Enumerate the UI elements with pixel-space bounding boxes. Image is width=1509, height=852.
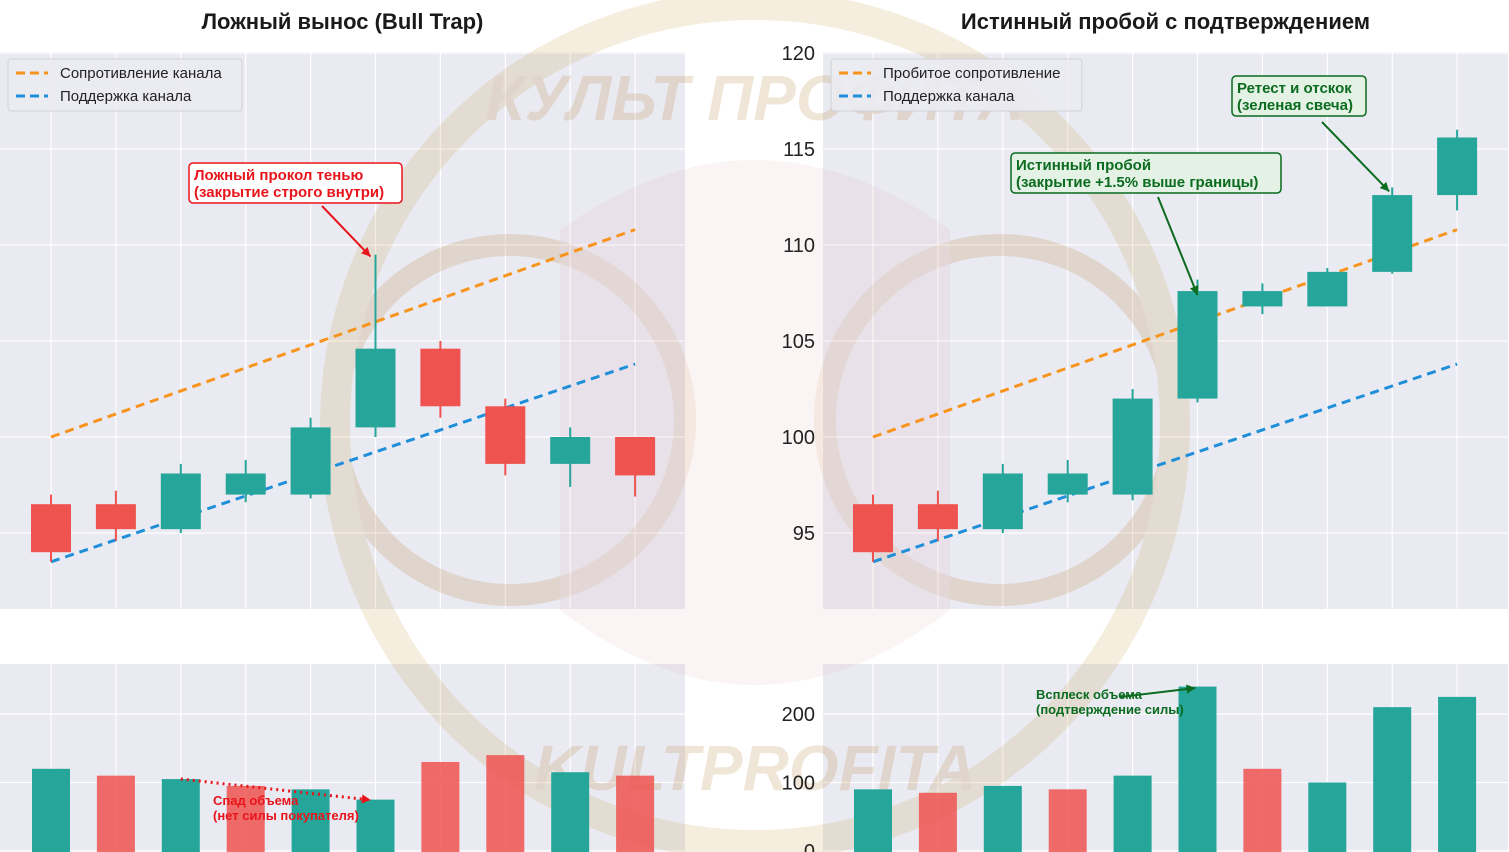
y-tick-label: 120 xyxy=(782,43,815,65)
volume-bar xyxy=(421,761,460,852)
annotation-text: (зеленая свеча) xyxy=(1237,97,1353,114)
volume-annotation-text: (нет силы покупателя) xyxy=(213,808,359,823)
y-tick-label: 100 xyxy=(782,427,815,449)
volume-bar xyxy=(32,768,70,852)
legend-entry: Сопротивление канала xyxy=(60,65,222,82)
y-tick-label: 100 xyxy=(782,773,815,795)
volume-bar xyxy=(918,792,957,852)
support-line xyxy=(50,362,636,564)
volume-bar xyxy=(291,789,330,852)
volume-bar xyxy=(551,772,590,852)
left-chart-title: Ложный вынос (Bull Trap) xyxy=(201,9,484,34)
volume-trend-line xyxy=(180,777,371,802)
volume-bar xyxy=(1373,707,1412,852)
legend-box xyxy=(7,58,243,112)
candle-body xyxy=(95,504,136,530)
candle-body xyxy=(550,437,591,464)
candle-body xyxy=(225,473,266,495)
arrow-head xyxy=(1186,684,1196,694)
y-tick-label: 95 xyxy=(793,523,815,545)
annotation-arrow xyxy=(1119,687,1196,698)
volume-bar xyxy=(983,785,1022,852)
annotation-box xyxy=(1231,75,1367,117)
volume-bar xyxy=(1308,782,1347,852)
arrow-head xyxy=(1189,285,1199,296)
volume-bar xyxy=(1243,768,1282,852)
annotation-arrow xyxy=(321,205,372,258)
arrow-head xyxy=(361,794,371,804)
candle-body xyxy=(1372,195,1413,272)
candle-body xyxy=(853,504,893,553)
candle-body xyxy=(1437,137,1478,196)
volume-bar xyxy=(1048,789,1087,852)
y-tick-label: 110 xyxy=(783,235,815,257)
volume-bar xyxy=(616,775,655,852)
candle-body xyxy=(355,348,396,428)
y-tick-label: 200 xyxy=(782,704,815,726)
watermark-bottom-text: KULTPROFITA xyxy=(534,732,976,804)
volume-bar xyxy=(161,779,200,852)
candle-body xyxy=(1112,398,1153,495)
volume-bar xyxy=(1113,775,1152,852)
annotation-text: Истинный пробой xyxy=(1016,157,1151,174)
annotation-text: Ретест и отскок xyxy=(1237,80,1352,97)
candle-body xyxy=(615,437,656,476)
volume-bar xyxy=(854,789,892,852)
y-tick-label: 0 xyxy=(804,841,815,852)
annotation-text: (закрытие строго внутри) xyxy=(194,184,384,201)
support-line xyxy=(872,362,1458,564)
candle-body xyxy=(160,473,201,530)
candle-body xyxy=(420,348,461,407)
volume-bar xyxy=(226,785,265,852)
candle-body xyxy=(982,473,1023,530)
annotation-arrow xyxy=(1157,196,1199,296)
legend-entry: Поддержка канала xyxy=(883,88,1015,105)
legend-box xyxy=(830,58,1083,112)
volume-bar xyxy=(96,775,135,852)
candle-body xyxy=(1177,291,1218,399)
arrow-head xyxy=(361,247,371,257)
y-tick-label: 105 xyxy=(782,331,815,353)
y-tick-label: 115 xyxy=(783,139,815,161)
volume-annotation-text: (подтверждение силы) xyxy=(1036,702,1184,717)
candle-body xyxy=(31,504,71,553)
volume-bar xyxy=(1438,696,1477,852)
annotation-arrow xyxy=(1321,121,1390,193)
arrow-head xyxy=(1379,181,1390,192)
broken-resistance-line xyxy=(872,228,1458,439)
volume-annotation-text: Спад объема xyxy=(213,793,299,808)
volume-bar xyxy=(1178,686,1217,852)
volume-bar xyxy=(486,755,525,852)
candle-body xyxy=(485,406,526,464)
resistance-line xyxy=(50,228,636,439)
legend-entry: Поддержка канала xyxy=(60,88,192,105)
annotation-box xyxy=(188,162,403,204)
volume-annotation-text: Всплеск объема xyxy=(1036,687,1143,702)
candle-body xyxy=(1307,271,1348,307)
candle-body xyxy=(290,427,331,495)
annotation-text: (закрытие +1.5% выше границы) xyxy=(1016,174,1258,191)
candle-body xyxy=(1047,473,1088,495)
right-chart-title: Истинный пробой с подтверждением xyxy=(960,9,1371,34)
annotation-text: Ложный прокол тенью xyxy=(194,167,364,184)
annotation-box xyxy=(1010,152,1282,194)
volume-bar xyxy=(356,799,395,852)
candle-body xyxy=(1242,291,1283,307)
legend-entry: Пробитое сопротивление xyxy=(883,65,1060,82)
candle-body xyxy=(917,504,958,530)
